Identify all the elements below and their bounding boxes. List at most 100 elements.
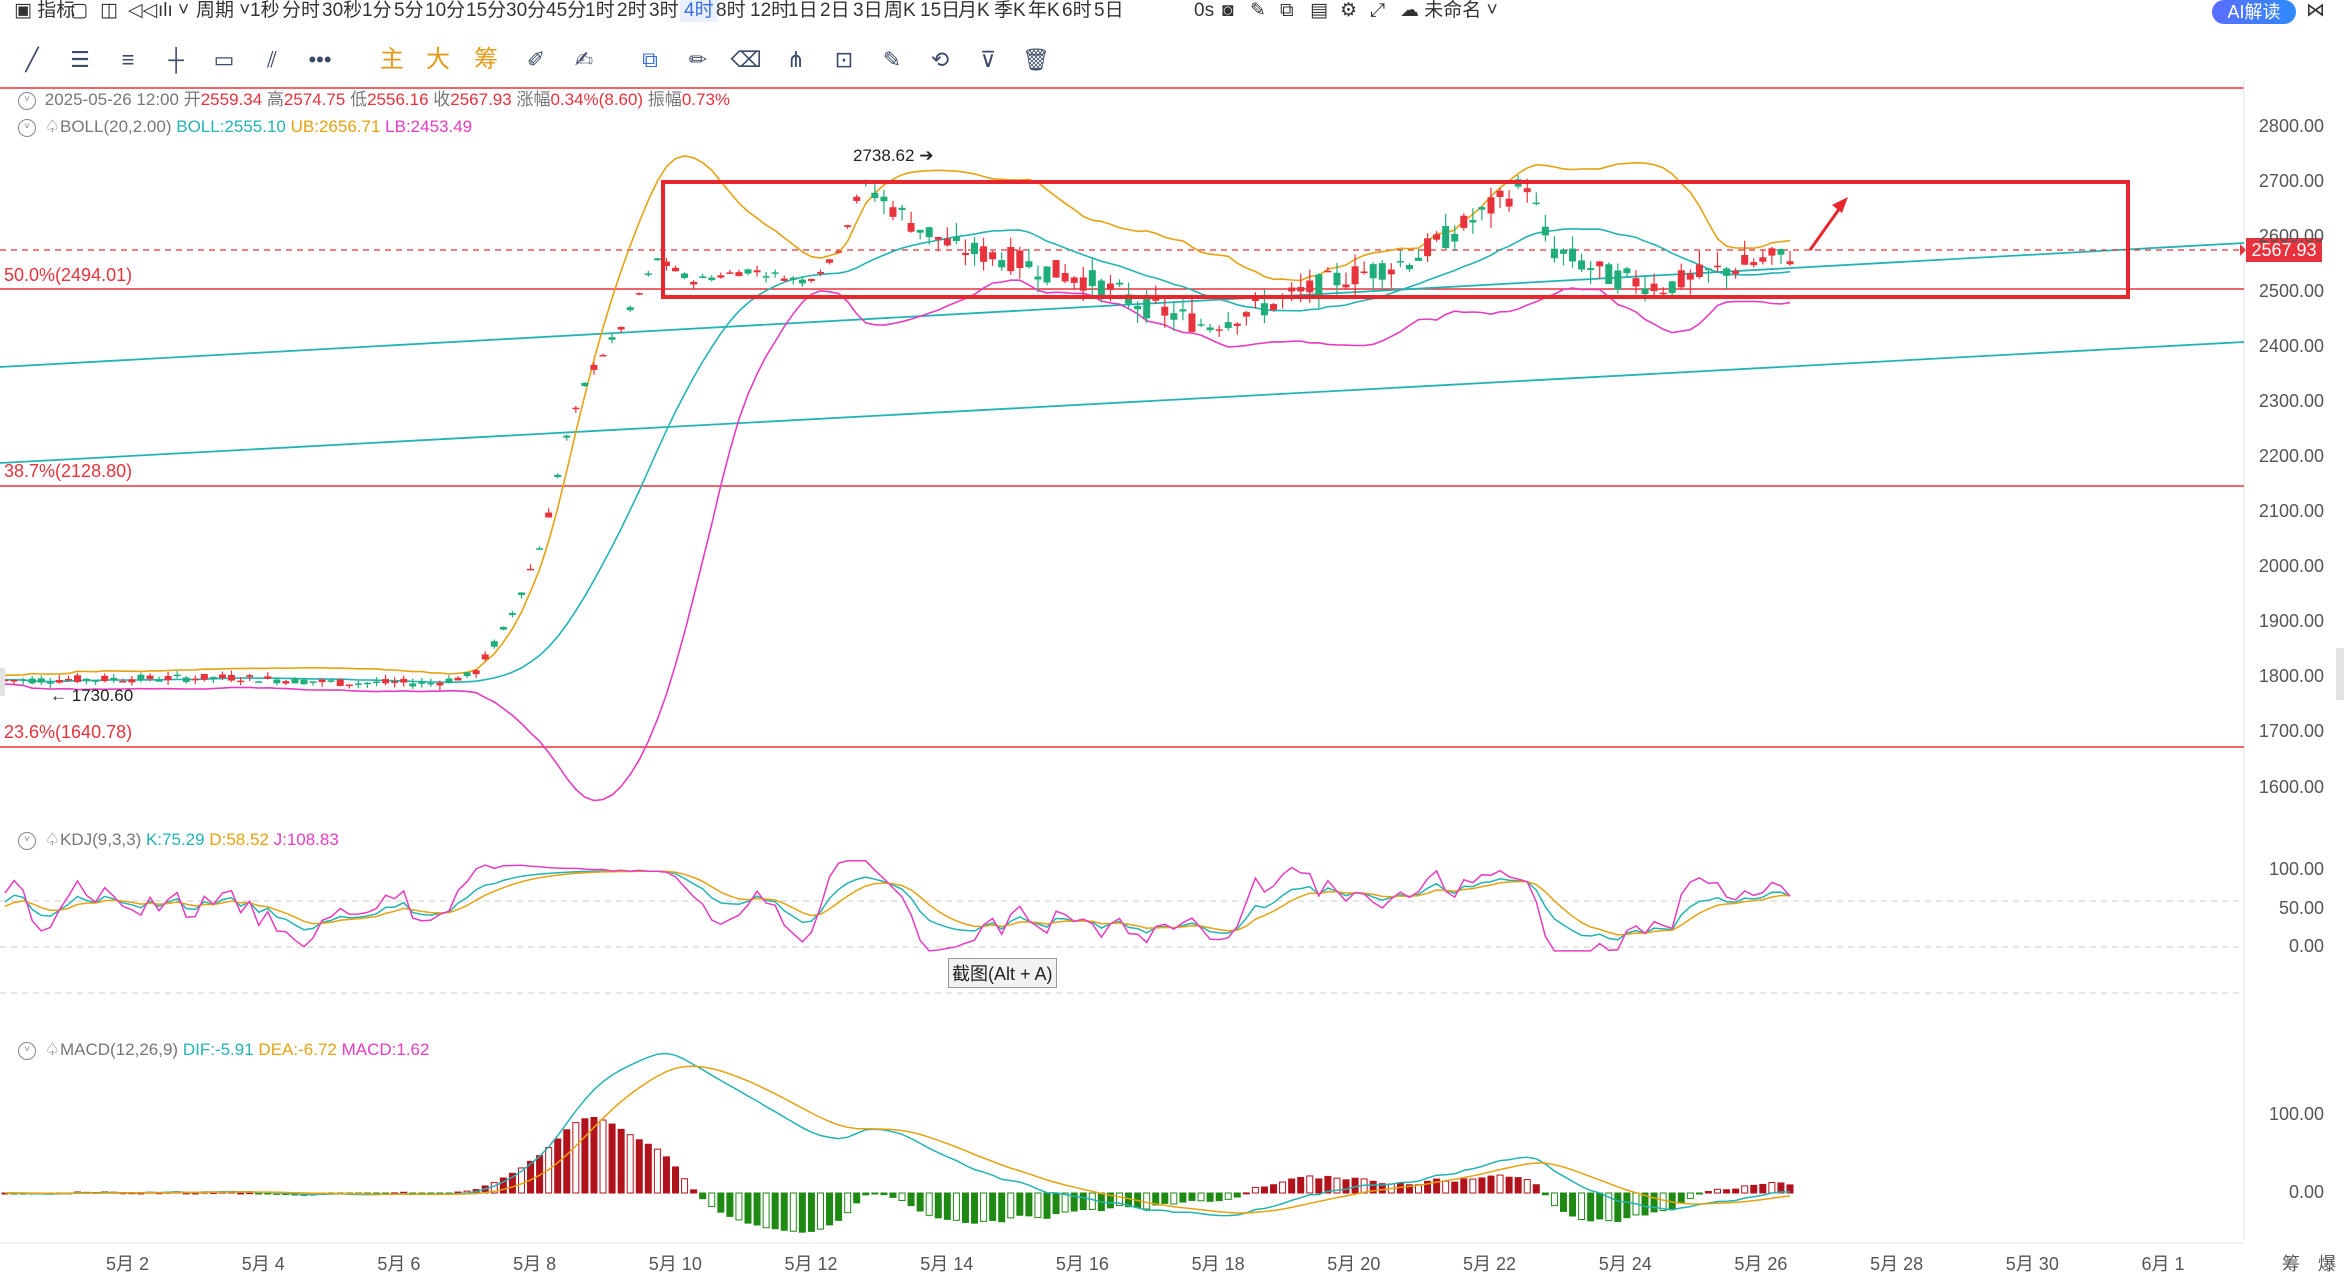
- macd-bar: [1152, 1192, 1160, 1206]
- period-3[interactable]: 1分: [362, 0, 392, 21]
- period-menu[interactable]: 周期 ˅: [196, 0, 251, 21]
- candle-body: [1224, 322, 1232, 328]
- candle-body: [1750, 262, 1758, 266]
- period-24[interactable]: 5日: [1094, 0, 1124, 21]
- period-10[interactable]: 2时: [617, 0, 647, 21]
- candle-body: [662, 261, 670, 267]
- bell-icon[interactable]: ♤: [44, 117, 60, 136]
- macd-bar: [1605, 1192, 1613, 1222]
- candle-body: [155, 680, 163, 682]
- period-21[interactable]: 季K: [994, 0, 1026, 21]
- parallel-tool-icon[interactable]: ☰: [70, 47, 90, 72]
- period-14[interactable]: 12时: [750, 0, 791, 21]
- period-23[interactable]: 6时: [1062, 0, 1092, 21]
- period-15[interactable]: 1日: [788, 0, 818, 21]
- candle-body: [400, 678, 408, 683]
- period-5[interactable]: 10分: [425, 0, 466, 21]
- left-panel-handle[interactable]: [0, 668, 5, 696]
- period-11[interactable]: 3时: [649, 0, 679, 21]
- indicator-menu[interactable]: ▣ 指标: [14, 0, 76, 21]
- brush-icon[interactable]: ✍: [574, 47, 594, 72]
- fib-tool-icon[interactable]: ⫽: [267, 47, 277, 72]
- macd-bar: [590, 1116, 598, 1194]
- copy-icon[interactable]: ⧉: [642, 47, 658, 72]
- candle-body: [1768, 248, 1776, 256]
- period-1[interactable]: 分时: [282, 0, 321, 21]
- cross-tool-icon[interactable]: ┼: [168, 47, 184, 72]
- big-order-toggle[interactable]: 大: [426, 46, 450, 73]
- period-2[interactable]: 30秒: [322, 0, 363, 21]
- period-16[interactable]: 2日: [820, 0, 850, 21]
- candle-body: [626, 307, 634, 311]
- period-18[interactable]: 周K: [884, 0, 916, 21]
- period-12[interactable]: 4时: [680, 0, 718, 22]
- filter-icon[interactable]: ⊽: [979, 47, 997, 72]
- screenshot-tooltip: 截图(Alt + A): [948, 958, 1057, 988]
- period-13[interactable]: 8时: [716, 0, 746, 21]
- collapse-icon[interactable]: ˅: [18, 831, 36, 850]
- burst-corner[interactable]: 爆: [2318, 1254, 2336, 1274]
- candle-body: [816, 271, 824, 274]
- candle-body: [1070, 277, 1078, 283]
- macd-bar: [1650, 1192, 1658, 1213]
- period-19[interactable]: 15日: [920, 0, 961, 21]
- lock-icon[interactable]: ⊡: [834, 47, 854, 72]
- pen-icon[interactable]: ✎: [1250, 0, 1266, 21]
- bell-icon[interactable]: ♤: [44, 1040, 60, 1059]
- period-17[interactable]: 3日: [853, 0, 883, 21]
- ohlc-line: ˅ 2025-05-26 12:00 开2559.34 高2574.75 低25…: [18, 90, 730, 110]
- main-chart-toggle[interactable]: 主: [380, 46, 404, 73]
- macd-bar: [1260, 1186, 1268, 1194]
- period-6[interactable]: 15分: [466, 0, 507, 21]
- period-8[interactable]: 45分: [546, 0, 587, 21]
- period-7[interactable]: 30分: [506, 0, 547, 21]
- fullscreen-icon[interactable]: ⤢: [1370, 0, 1386, 21]
- rect-tool-icon[interactable]: ▭: [213, 47, 235, 72]
- more-tools-icon[interactable]: •••: [308, 47, 332, 72]
- layout-icon[interactable]: ◫: [100, 0, 118, 21]
- collapse-icon[interactable]: ˅: [18, 118, 36, 137]
- collapse-icon[interactable]: ˅: [18, 91, 36, 110]
- candle-body: [10, 680, 18, 682]
- arrow-left-icon: ←: [50, 686, 67, 705]
- macd-bar: [1596, 1192, 1604, 1220]
- period-0[interactable]: 1秒: [250, 0, 280, 21]
- link-icon[interactable]: ⟲: [930, 47, 950, 72]
- camera-icon[interactable]: ◙: [1222, 0, 1234, 21]
- period-4[interactable]: 5分: [394, 0, 424, 21]
- layout-name-menu[interactable]: ☁ 未命名 ˅: [1400, 0, 1498, 21]
- ruler-icon[interactable]: ✏: [688, 47, 708, 72]
- consolidation-box[interactable]: [661, 180, 2130, 299]
- share-icon[interactable]: ⋈: [2306, 0, 2325, 21]
- candle-body: [690, 281, 698, 285]
- period-9[interactable]: 1时: [585, 0, 615, 21]
- line-tool-icon[interactable]: ╱: [25, 47, 39, 72]
- side-panel-handle[interactable]: [2336, 648, 2344, 700]
- candle-body: [200, 674, 208, 680]
- trash-icon[interactable]: 🗑: [1022, 47, 1050, 72]
- bell-icon[interactable]: ♤: [44, 830, 60, 849]
- hline-tool-icon[interactable]: ≡: [121, 47, 135, 72]
- macd-bar: [1732, 1188, 1740, 1194]
- rewind-icon[interactable]: ◁◁: [128, 0, 158, 21]
- note-icon[interactable]: ✎: [882, 47, 902, 72]
- period-22[interactable]: 年K: [1028, 0, 1060, 21]
- ai-interpret-button[interactable]: AI解读: [2212, 0, 2296, 24]
- collapse-icon[interactable]: ˅: [18, 1041, 36, 1060]
- macd-bar: [943, 1192, 951, 1220]
- lower-trendline[interactable]: [0, 341, 2245, 464]
- window-icon[interactable]: ⧉: [1280, 0, 1294, 21]
- calendar-icon[interactable]: ▢: [70, 0, 88, 21]
- chip-corner[interactable]: 筹: [2282, 1254, 2300, 1274]
- gear-icon[interactable]: ⚙: [1340, 0, 1358, 21]
- eraser-icon[interactable]: ⌫: [730, 47, 762, 72]
- breakout-arrow[interactable]: [1808, 204, 1844, 251]
- chip-toggle[interactable]: 筹: [474, 46, 498, 73]
- magnet-icon[interactable]: ⋔: [786, 47, 806, 72]
- period-20[interactable]: 月K: [958, 0, 990, 21]
- candle-body: [445, 678, 453, 683]
- candle-type-icon[interactable]: ılı ˅: [158, 0, 190, 21]
- edit-icon[interactable]: ✐: [526, 47, 546, 72]
- save-icon[interactable]: ▤: [1310, 0, 1328, 21]
